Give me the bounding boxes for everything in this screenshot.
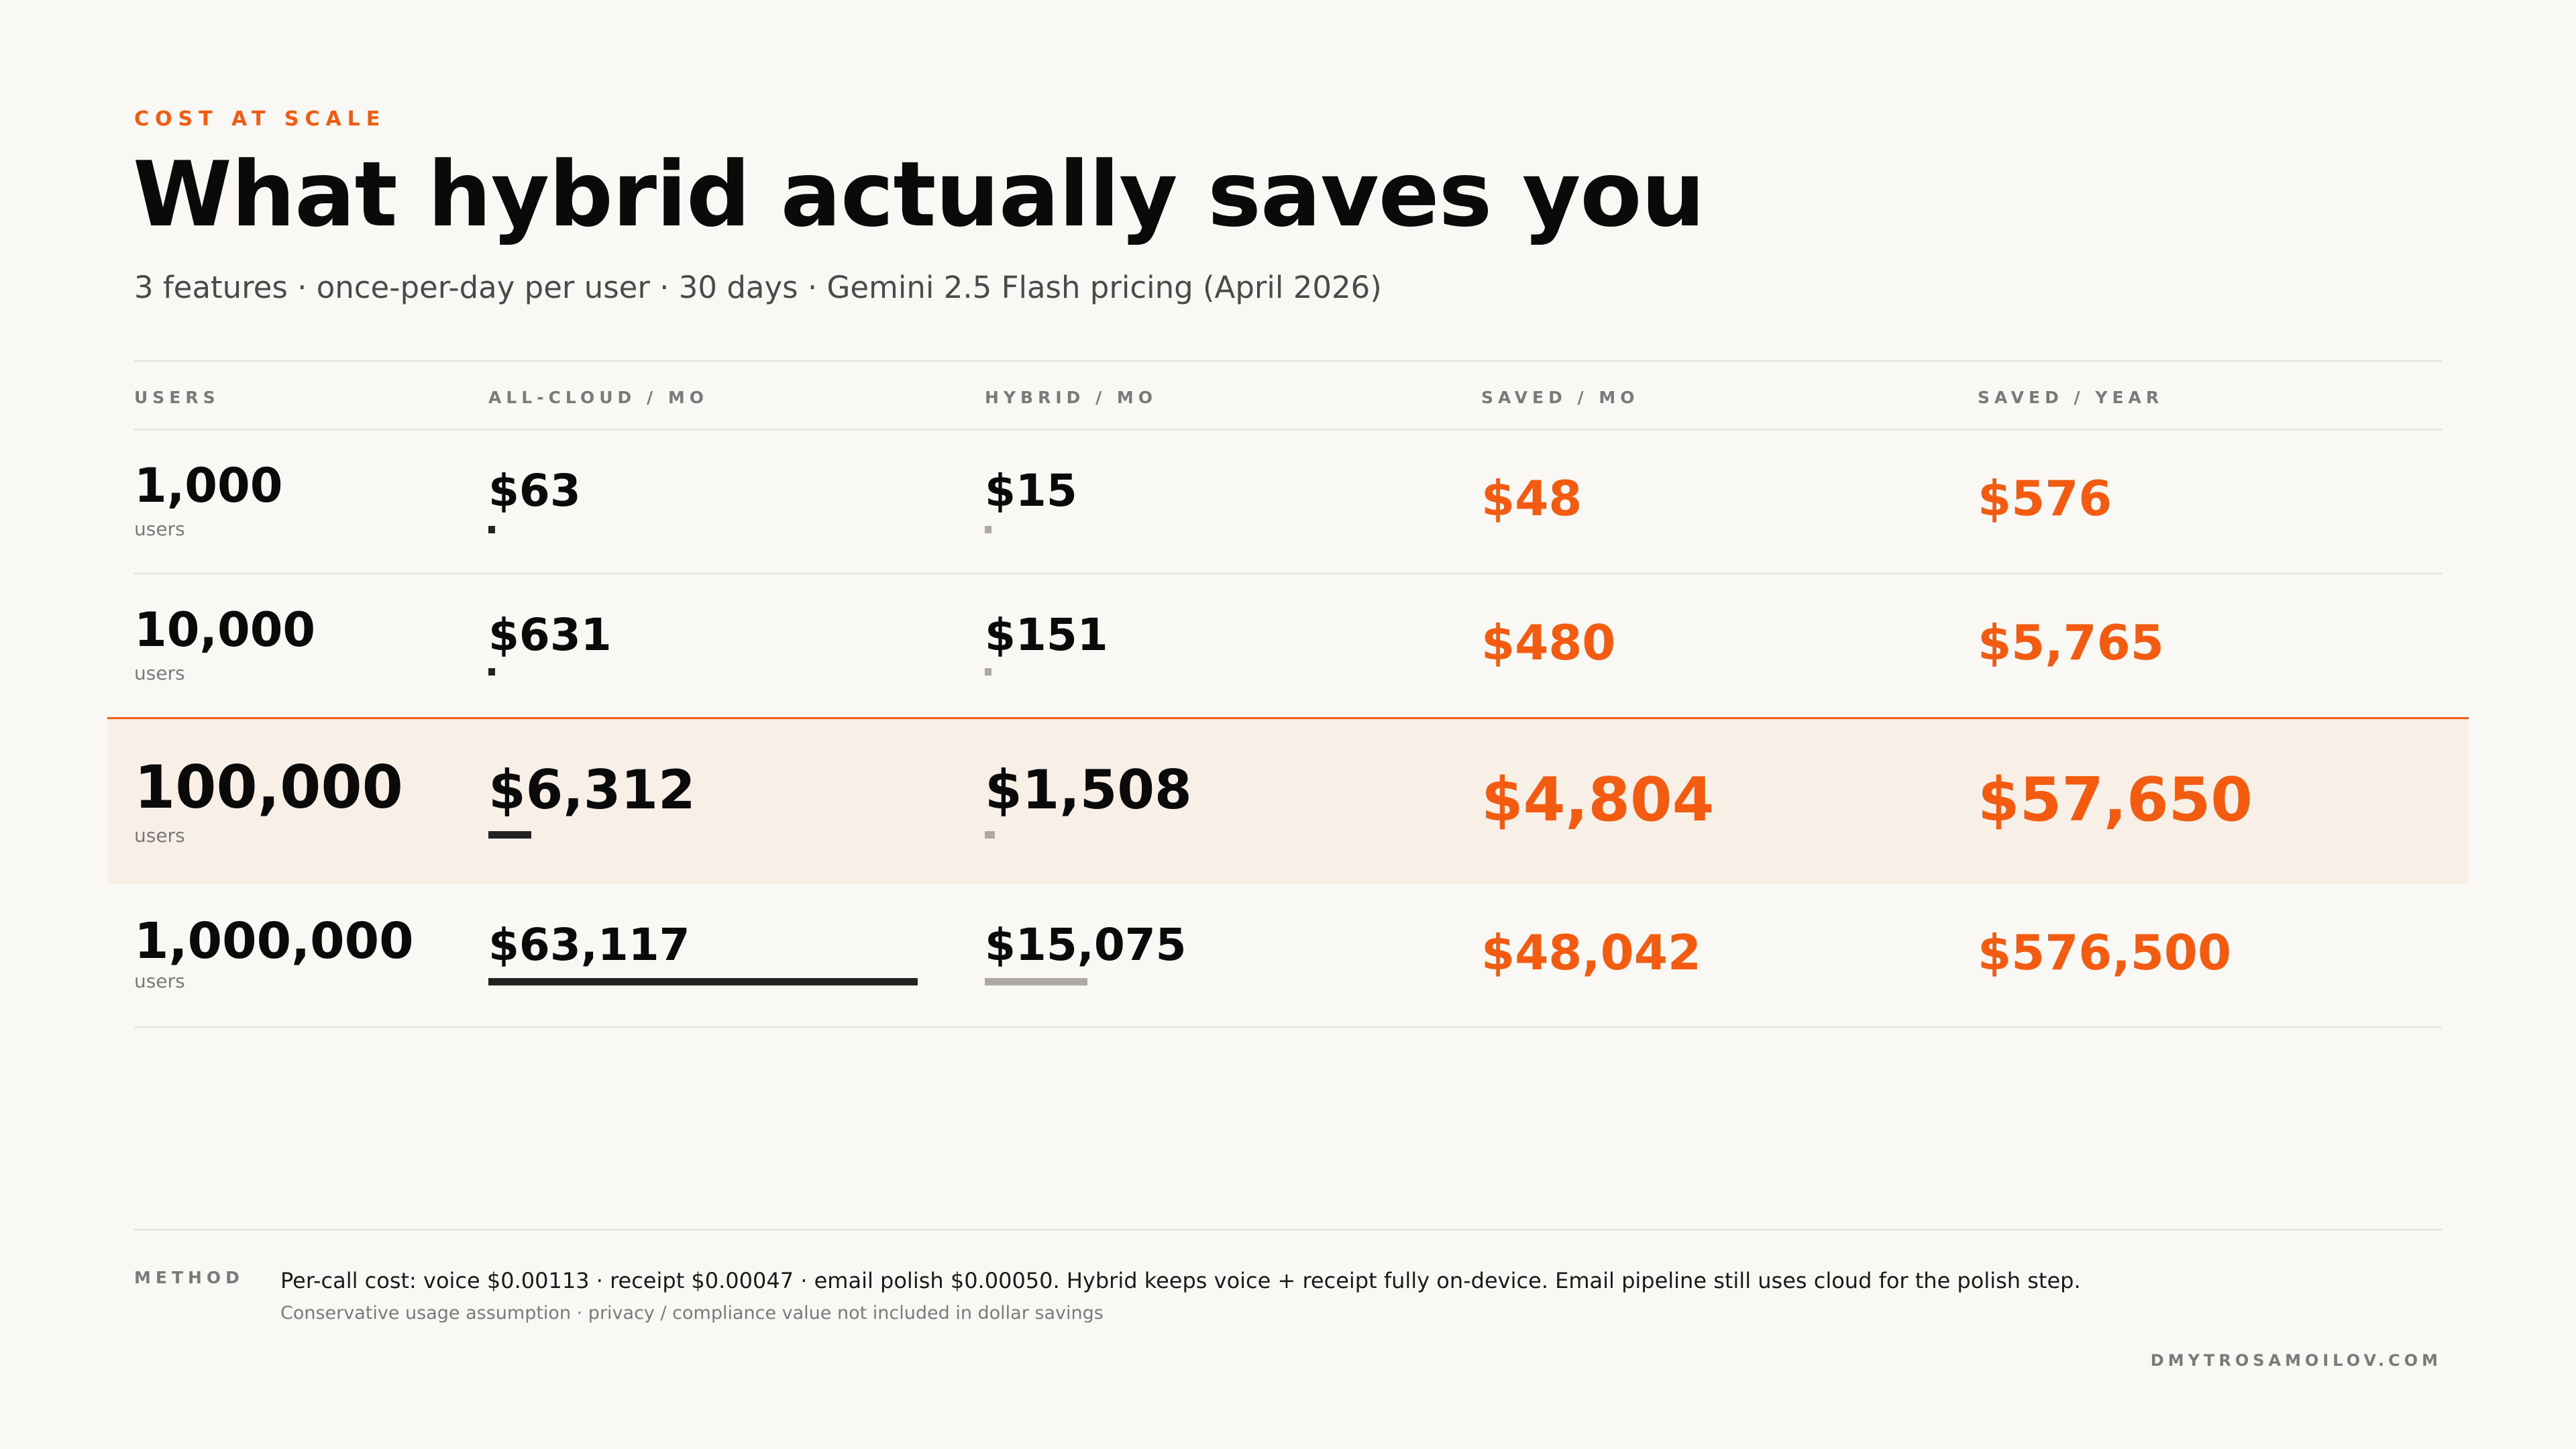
saved-per-year: $5,765 [1978, 614, 2164, 671]
saved-per-year: $576,500 [1978, 924, 2232, 981]
users-unit-label: users [134, 662, 185, 684]
method-text: Per-call cost: voice $0.00113 · receipt … [280, 1268, 2081, 1293]
hybrid-cost: $15 [985, 465, 1077, 517]
users-unit-label: users [134, 970, 185, 992]
all-cloud-cost: $63,117 [488, 919, 690, 971]
column-header-saved-month: SAVED / MO [1481, 388, 1640, 407]
saved-per-month: $48,042 [1481, 924, 1701, 981]
table-row: 10,000 users $631 $151 $480 $5,765 [0, 574, 2576, 716]
column-header-hybrid: HYBRID / MO [985, 388, 1158, 407]
users-count: 1,000 [134, 458, 283, 513]
column-header-saved-year: SAVED / YEAR [1978, 388, 2164, 407]
hybrid-cost: $15,075 [985, 919, 1187, 971]
header-rule [134, 429, 2442, 430]
hybrid-bar [985, 526, 991, 533]
all-cloud-bar [488, 668, 495, 676]
all-cloud-bar [488, 526, 495, 533]
saved-per-month: $48 [1481, 470, 1582, 527]
row-divider [134, 1026, 2442, 1028]
table-row: 1,000,000 users $63,117 $15,075 $48,042 $576,… [0, 884, 2576, 1026]
all-cloud-cost: $631 [488, 609, 612, 661]
users-count: 1,000,000 [134, 912, 414, 970]
hybrid-bar [985, 978, 1087, 985]
saved-per-month: $4,804 [1481, 765, 1715, 835]
column-header-users: USERS [134, 388, 220, 407]
users-count: 10,000 [134, 602, 316, 657]
method-label: METHOD [134, 1268, 244, 1287]
table-row: 1,000 users $63 $15 $48 $576 [0, 430, 2576, 573]
table-row: 100,000 users $6,312 $1,508 $4,804 $57,650 [107, 717, 2469, 884]
table-top-rule [134, 360, 2442, 362]
hybrid-cost: $151 [985, 609, 1108, 661]
users-unit-label: users [134, 518, 185, 540]
hybrid-bar [985, 668, 991, 676]
users-count: 100,000 [134, 753, 403, 822]
page-title: What hybrid actually saves you [133, 142, 1705, 247]
all-cloud-cost: $63 [488, 465, 581, 517]
method-note: Conservative usage assumption · privacy … [280, 1303, 1104, 1324]
saved-per-year: $576 [1978, 470, 2112, 527]
column-header-all-cloud: ALL-CLOUD / MO [488, 388, 708, 407]
footer-site: DMYTROSAMOILOV.COM [2150, 1351, 2442, 1370]
hybrid-bar [985, 831, 996, 839]
all-cloud-bar [488, 831, 531, 839]
method-rule [134, 1229, 2442, 1230]
eyebrow-label: COST AT SCALE [134, 107, 386, 131]
all-cloud-bar [488, 978, 918, 985]
all-cloud-cost: $6,312 [488, 759, 696, 821]
users-unit-label: users [134, 824, 185, 847]
hybrid-cost: $1,508 [985, 759, 1192, 821]
saved-per-year: $57,650 [1978, 765, 2253, 835]
row-divider [134, 573, 2442, 574]
saved-per-month: $480 [1481, 614, 1616, 671]
page-subtitle: 3 features · once-per-day per user · 30 … [134, 270, 1382, 305]
